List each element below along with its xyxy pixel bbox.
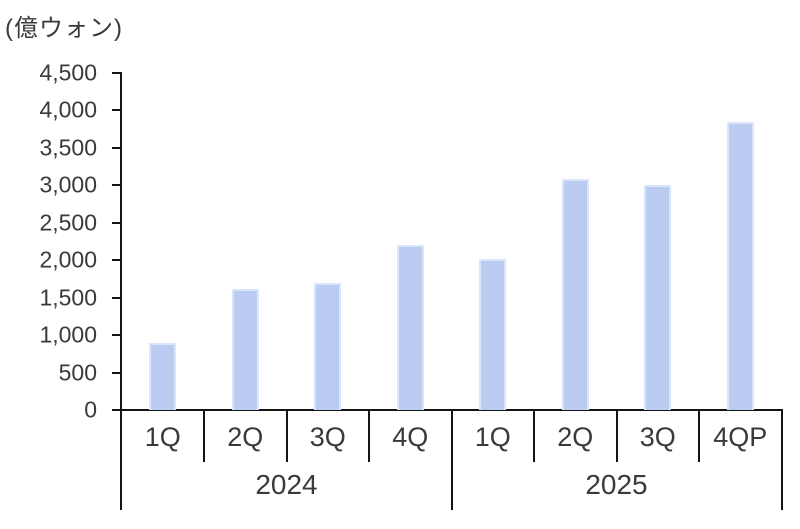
y-axis-tick-label: 3,500 (39, 134, 97, 161)
bar-2025-4QP (726, 122, 754, 410)
quarter-divider (203, 410, 205, 462)
quarter-divider (285, 410, 288, 462)
quarter-label: 3Q (639, 421, 676, 452)
quarter-label: 1Q (474, 421, 511, 452)
quarter-label: 3Q (309, 421, 346, 452)
y-axis-tick (112, 409, 121, 411)
quarter-divider (368, 410, 370, 462)
y-axis-tick (112, 221, 121, 224)
table-left-border (120, 410, 122, 510)
y-axis-tick-label: 500 (58, 359, 97, 386)
quarter-label: 2Q (227, 421, 264, 452)
y-axis-tick-label: 3,000 (39, 171, 97, 198)
y-axis-tick (112, 371, 121, 374)
y-axis-tick-label: 4,000 (39, 96, 97, 123)
quarter-label: 4Q (392, 421, 429, 452)
year-divider (450, 410, 453, 510)
y-axis-tick (112, 184, 121, 187)
bar-2024-2Q (231, 288, 259, 410)
y-axis-tick-label: 1,000 (39, 321, 97, 348)
y-axis-tick-label: 2,000 (39, 246, 97, 273)
y-axis-tick-label: 4,500 (39, 59, 97, 86)
quarter-divider (533, 410, 535, 462)
axis-unit-label: (億ウォン) (5, 15, 123, 42)
bar-2025-1Q (479, 258, 507, 410)
bar-2024-3Q (314, 283, 342, 410)
y-axis-line (120, 72, 122, 411)
y-axis-tick-label: 2,500 (39, 209, 97, 236)
year-label: 2025 (585, 469, 648, 500)
quarter-label: 1Q (144, 421, 181, 452)
y-axis-tick (112, 146, 121, 149)
y-axis-tick (112, 334, 121, 337)
y-axis-tick-label: 1,500 (39, 284, 97, 311)
quarter-divider (698, 410, 700, 462)
y-axis-tick (112, 72, 121, 74)
quarter-divider (615, 410, 618, 462)
y-axis-tick (112, 109, 121, 112)
year-label: 2024 (255, 469, 318, 500)
y-axis-tick-label: 0 (84, 396, 97, 423)
y-axis-tick (112, 296, 121, 299)
bar-2025-2Q (561, 179, 589, 410)
bar-2024-4Q (396, 245, 424, 410)
quarter-label: 2Q (557, 421, 594, 452)
y-axis-tick (112, 259, 121, 262)
bar-2025-3Q (644, 184, 672, 410)
table-right-border (781, 410, 783, 510)
quarter-label: 4QP (713, 421, 768, 452)
bar-2024-1Q (149, 343, 177, 410)
